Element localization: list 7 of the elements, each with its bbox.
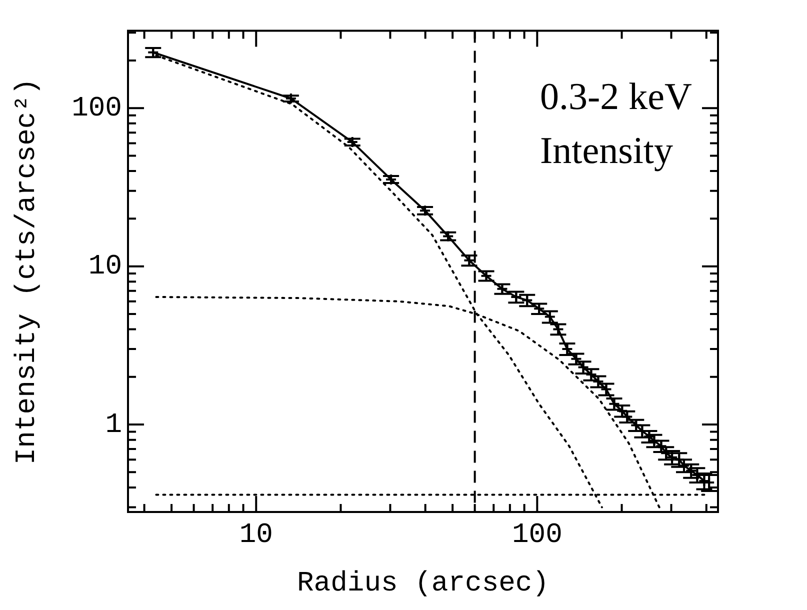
y-tick-label: 10: [88, 252, 122, 283]
y-tick-label: 100: [72, 94, 122, 125]
annotation: 0.3-2 keV: [540, 76, 693, 118]
annotation: Intensity: [540, 130, 673, 172]
y-axis-title: Intensity (cts/arcsec²): [12, 78, 44, 465]
x-axis-title: Radius (arcsec): [296, 568, 550, 600]
y-tick-label: 1: [105, 410, 122, 441]
